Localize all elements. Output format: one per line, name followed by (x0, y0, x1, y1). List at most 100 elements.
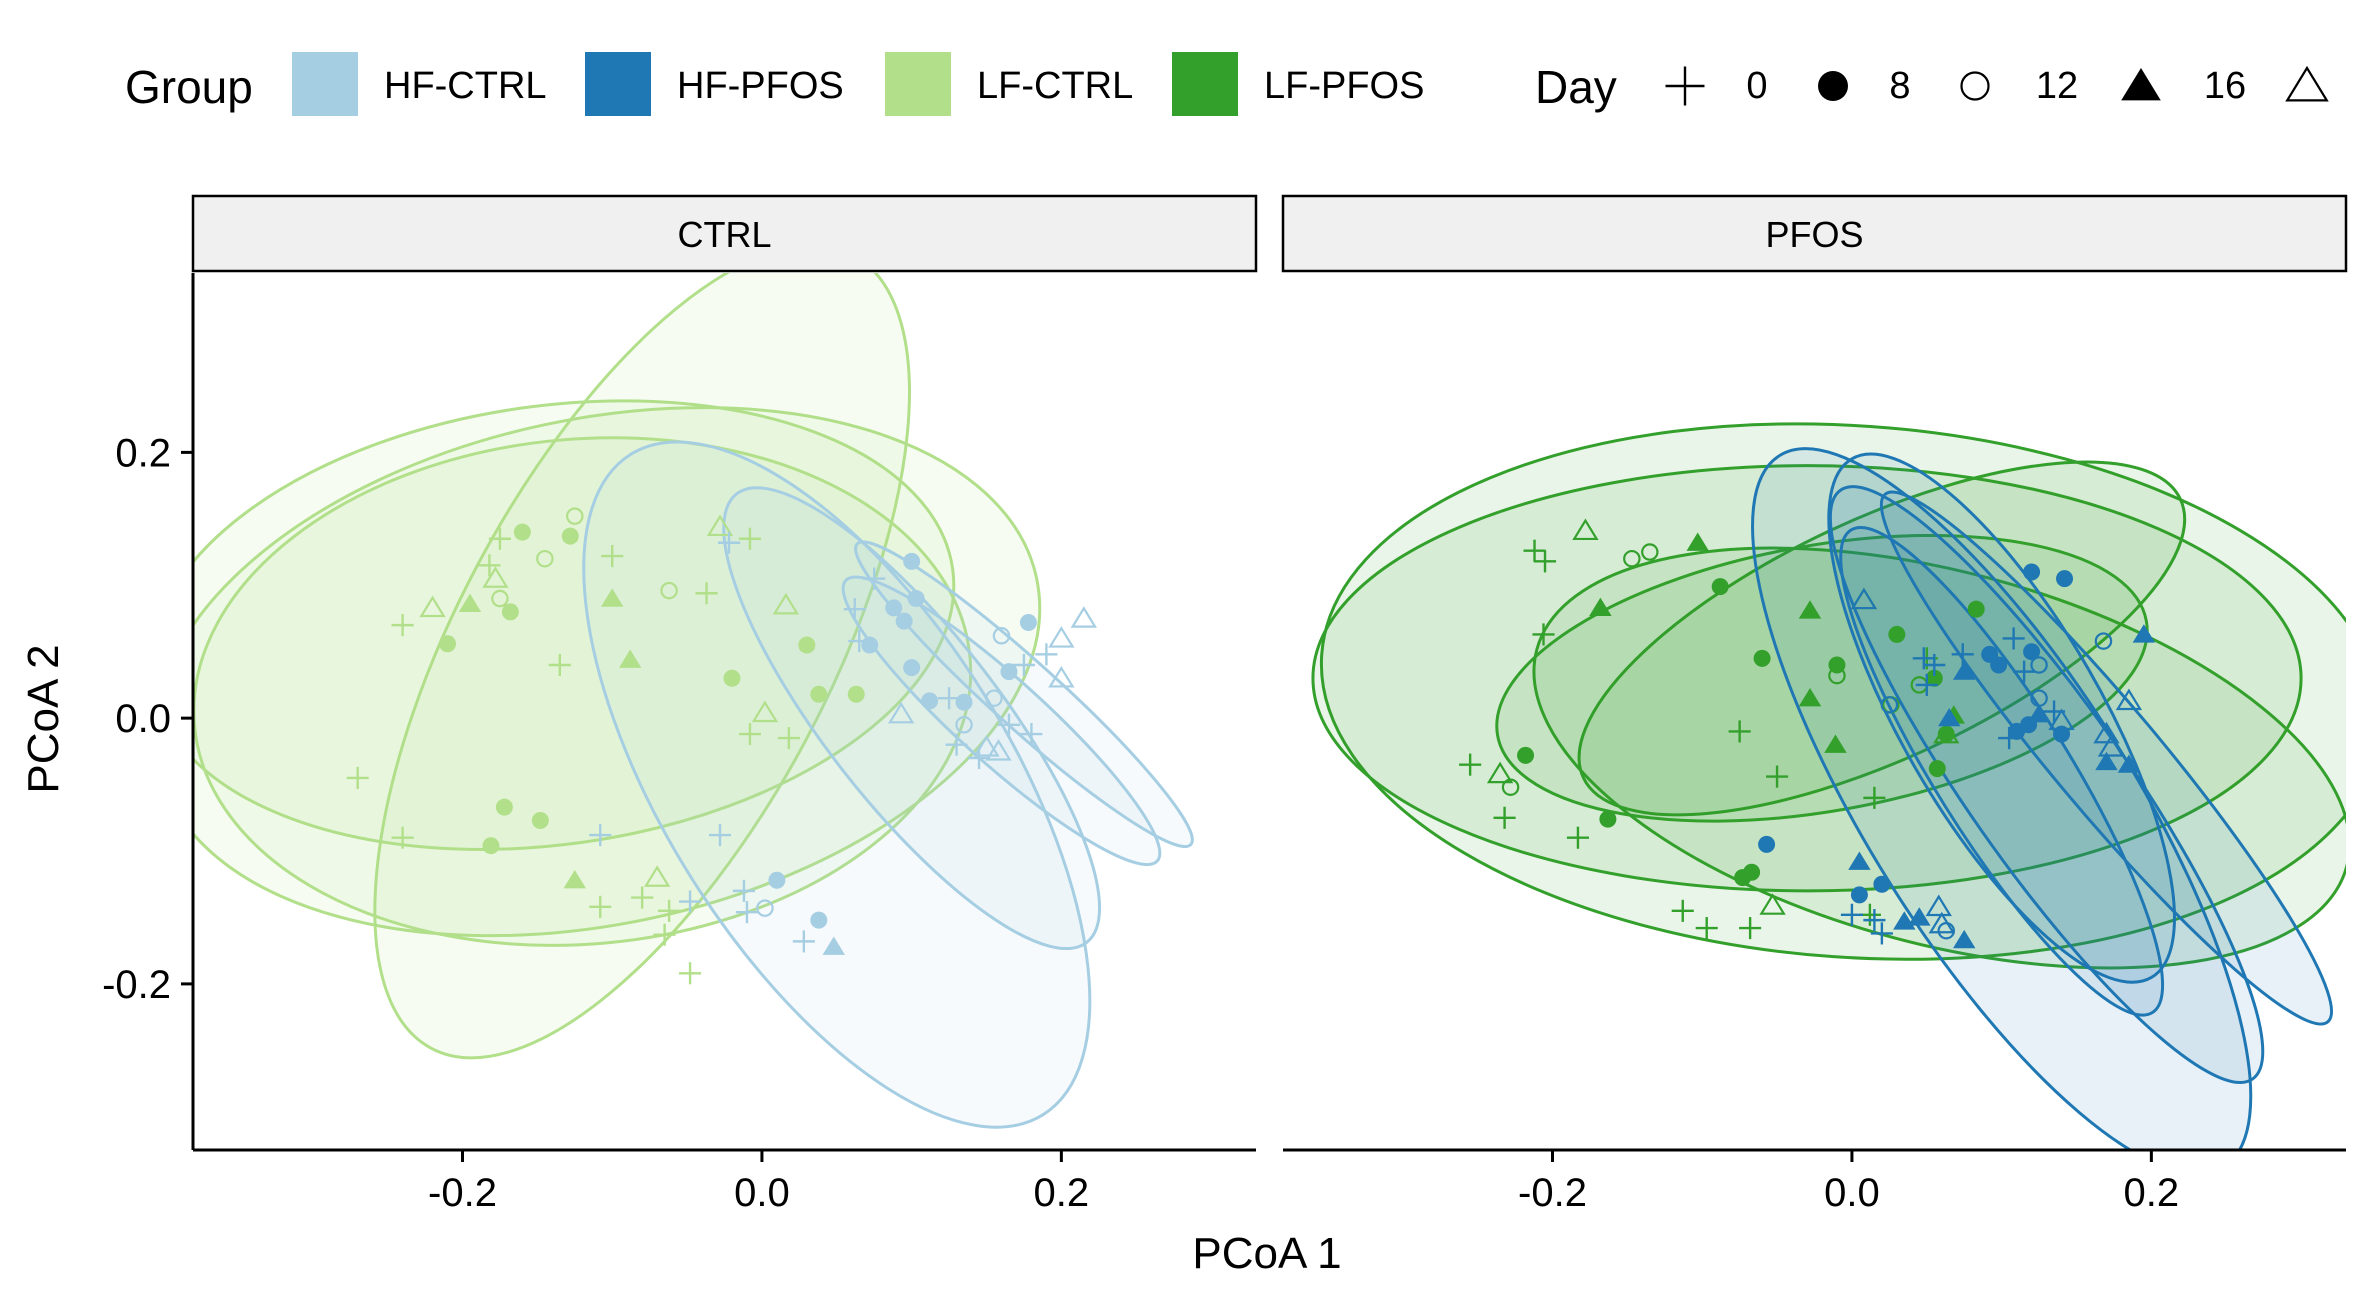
data-point (1759, 893, 1786, 915)
data-point (938, 687, 961, 710)
legend-filled-circle-icon (1818, 71, 1848, 101)
data-point (955, 693, 973, 711)
data-point (847, 685, 865, 703)
facet-strip-label: PFOS (1765, 214, 1863, 255)
legend-key-lf-ctrl (885, 52, 951, 116)
data-point (419, 595, 446, 618)
data-point (491, 589, 509, 608)
confidence-ellipse-hf-ctrl (722, 486, 1102, 951)
data-point (756, 899, 774, 917)
data-point (1048, 626, 1075, 648)
legend-label-hf-ctrl: HF-CTRL (384, 65, 547, 107)
facet-strip-label: CTRL (677, 214, 771, 255)
data-point (1743, 863, 1761, 881)
data-point (1019, 613, 1037, 631)
data-point (1020, 723, 1043, 746)
data-point (600, 588, 624, 607)
data-point (1850, 886, 1868, 904)
point-layer (1459, 518, 2156, 949)
data-point (1824, 734, 1847, 753)
data-point (589, 824, 612, 847)
data-point (601, 544, 624, 568)
data-point (1035, 643, 1058, 666)
data-point (907, 590, 925, 608)
data-point (1937, 921, 1956, 940)
data-point (1863, 909, 1886, 932)
data-point (706, 514, 734, 537)
data-point (1012, 653, 1035, 677)
data-point (1641, 543, 1659, 561)
data-point (708, 824, 732, 847)
data-point (1753, 649, 1771, 667)
legend-label-lf-ctrl: LF-CTRL (977, 65, 1133, 107)
data-point (536, 549, 554, 568)
data-point (945, 733, 968, 756)
data-point (895, 612, 913, 630)
data-point (1589, 597, 1612, 617)
data-point (1048, 665, 1075, 688)
data-point (1848, 851, 1871, 870)
data-point (903, 552, 921, 570)
legend: Group HF-CTRL HF-PFOS LF-CTRL LF-PFOS Day 0… (125, 52, 2329, 116)
data-point (1486, 761, 1514, 784)
data-point (1908, 907, 1931, 926)
data-point (768, 871, 786, 889)
data-point (1850, 587, 1878, 610)
legend-key-hf-pfos (585, 52, 651, 116)
data-point (1870, 922, 1893, 945)
data-point (482, 837, 500, 855)
data-point (2027, 703, 2051, 723)
data-point (391, 614, 414, 637)
y-axis-title: PCoA 2 (19, 644, 68, 793)
legend-open-circle-icon (1960, 71, 1990, 101)
data-point (1928, 760, 1946, 778)
data-point (695, 582, 718, 605)
data-point (2002, 627, 2025, 650)
data-point (2093, 721, 2120, 744)
data-point (679, 890, 702, 913)
confidence-ellipse-lf-ctrl (193, 399, 956, 851)
data-point (810, 911, 828, 929)
plot-area (1311, 422, 2346, 1150)
confidence-ellipse-lf-pfos (1532, 546, 2346, 970)
data-point (653, 923, 676, 946)
data-point (2095, 751, 2118, 771)
data-point (2097, 735, 2125, 757)
data-point (1873, 875, 1891, 893)
data-point (531, 811, 549, 829)
data-point (1000, 663, 1018, 681)
data-point (967, 746, 991, 770)
data-point (738, 723, 762, 746)
data-point (2008, 722, 2026, 740)
legend-label-lf-pfos: LF-PFOS (1264, 65, 1424, 107)
x-tick-label: 0.0 (1824, 1171, 1880, 1215)
data-point (985, 739, 1012, 761)
data-point (735, 901, 759, 924)
data-point (561, 527, 579, 545)
data-point (563, 870, 587, 889)
legend-day-label-0: 0 (1746, 65, 1767, 107)
data-point (2094, 632, 2113, 650)
data-point (458, 593, 482, 613)
data-point (2013, 660, 2036, 683)
data-point (1523, 539, 1546, 562)
data-point (1938, 707, 1961, 727)
data-point (1728, 720, 1751, 743)
data-point (1070, 606, 1098, 628)
x-tick-label: 0.0 (734, 1171, 790, 1215)
data-point (717, 531, 741, 554)
data-point (1863, 786, 1886, 809)
y-tick-label: 0.2 (115, 431, 171, 475)
confidence-ellipse-lf-ctrl (193, 406, 1042, 938)
confidence-ellipse-hf-ctrl (854, 540, 1194, 849)
data-point (848, 630, 871, 653)
data-point (346, 766, 369, 789)
data-point (2115, 688, 2143, 711)
data-point (903, 659, 921, 677)
data-point (1952, 929, 1976, 949)
data-point (2048, 708, 2075, 731)
data-point (478, 554, 501, 577)
data-point (1695, 917, 1718, 940)
data-point (1967, 600, 1985, 618)
